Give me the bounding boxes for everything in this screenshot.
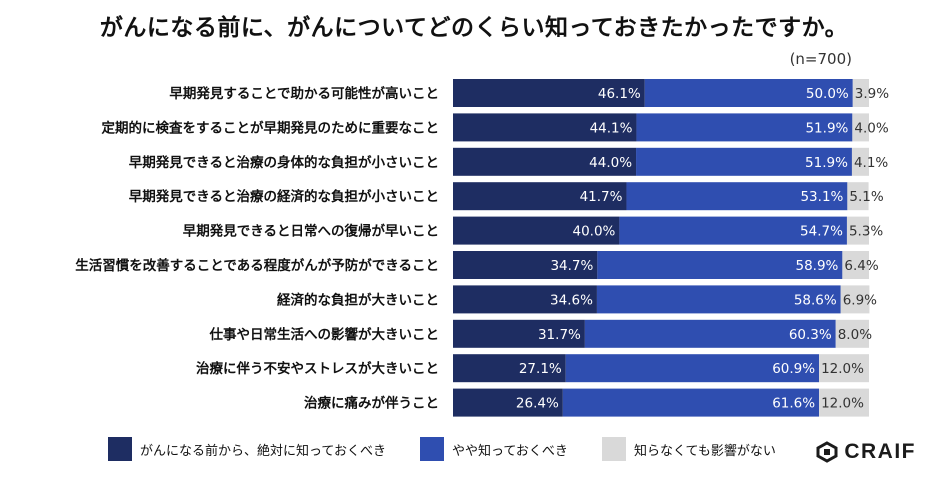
craif-logo-text: CRAIF [844,440,916,463]
data-label-series-1: 58.9% [795,258,838,274]
bar-segment-series-0 [453,388,563,417]
data-label-series-2: 12.0% [821,396,864,412]
data-label-series-2: 3.9% [855,86,889,102]
category-label: 早期発見することで助かる可能性が高いこと [169,85,439,102]
data-label-series-2: 5.3% [849,224,883,240]
chart-title: がんになる前に、がんについてどのくらい知っておきたかったですか。 [99,15,849,41]
bar-segment-series-2 [835,319,869,348]
bar-segment-series-0 [453,251,598,279]
bar-segment-series-1 [636,113,853,142]
category-label: 早期発見できると日常への復帰が早いこと [183,223,439,240]
bar-segment-series-1 [644,79,853,107]
data-label-series-2: 6.4% [844,258,878,274]
data-label-series-2: 4.0% [854,120,888,136]
bar-segment-series-2 [847,182,869,211]
legend-item-somewhat-know: やや知っておくべき [419,437,568,461]
legend-label-must-know: がんになる前から、絶対に知っておくべき [140,443,386,459]
data-label-series-0: 40.0% [573,224,616,240]
bar-segment-series-2 [852,79,869,107]
bar-segment-series-0 [453,285,597,314]
bar-segment-series-2 [840,285,870,314]
legend-item-no-impact: 知らなくても影響がない [601,437,776,461]
category-label: 早期発見できると治療の経済的な負担が小さいこと [129,188,439,205]
data-label-series-1: 60.3% [789,327,832,343]
data-label-series-0: 31.7% [538,327,581,343]
craif-logo-icon [816,441,838,463]
bar-segment-series-1 [626,182,848,211]
data-label-series-0: 26.4% [516,396,559,412]
data-label-series-1: 51.9% [805,155,848,171]
bar-segment-series-1 [597,251,843,279]
bar-segment-series-1 [636,147,852,176]
bar-segment-series-2 [819,388,869,417]
stacked-bar-chart: 早期発見することで助かる可能性が高いこと 46.1% 50.0% 3.9% 定期的に検査… [75,79,889,417]
category-label: 定期的に検査をすることが早期発見のために重要なこと [102,119,440,136]
data-label-series-2: 12.0% [821,361,864,377]
legend-label-no-impact: 知らなくても影響がない [633,443,776,459]
data-label-series-1: 54.7% [800,224,843,240]
data-label-series-1: 58.6% [794,292,837,308]
category-label: 治療に痛みが伴うこと [304,395,439,412]
category-label: 生活習慣を改善することである程度がんが予防ができること [75,257,439,274]
data-label-series-1: 61.6% [772,396,815,412]
bar-segment-series-1 [596,285,841,314]
data-label-series-0: 46.1% [598,86,641,102]
legend-swatch-must-know [108,437,132,461]
bar-segment-series-0 [453,147,637,176]
data-label-series-0: 41.7% [580,189,623,205]
bar-segment-series-2 [819,354,869,383]
bar-segment-series-2 [851,147,869,176]
category-label: 経済的な負担が大きいこと [277,291,439,308]
bar-segment-series-0 [453,79,645,107]
bar-segment-series-2 [842,251,869,279]
bar-segment-series-1 [584,319,836,348]
legend-label-somewhat-know: やや知っておくべき [451,443,568,459]
data-label-series-2: 6.9% [843,292,877,308]
legend-swatch-somewhat-know [419,437,444,461]
bar-segment-series-1 [619,216,847,245]
data-label-series-0: 44.1% [590,120,633,136]
data-label-series-0: 44.0% [589,155,632,171]
bar-segment-series-2 [852,113,869,142]
bar-segment-series-2 [846,216,869,245]
bar-segment-series-1 [565,354,820,383]
bar-segment-series-0 [453,182,627,211]
data-label-series-2: 5.1% [849,189,883,205]
data-label-series-1: 53.1% [800,189,843,205]
bar-segment-series-1 [562,388,820,417]
data-label-series-2: 4.1% [854,155,888,171]
legend: がんになる前から、絶対に知っておくべき やや知っておくべき 知らなくても影響がな… [108,436,810,462]
data-label-series-0: 27.1% [519,361,562,377]
bar-segment-series-0 [453,319,585,348]
data-label-series-1: 50.0% [806,86,849,102]
bar-segment-series-0 [453,216,620,245]
data-label-series-0: 34.6% [550,292,593,308]
legend-item-must-know: がんになる前から、絶対に知っておくべき [108,437,386,461]
category-label: 仕事や日常生活への影響が大きいこと [209,326,440,343]
sample-size: (n=700) [789,50,852,68]
data-label-series-0: 34.7% [550,258,593,274]
bar-segment-series-0 [453,113,637,142]
craif-logo: CRAIF [816,440,916,464]
data-label-series-1: 51.9% [805,120,848,136]
category-label: 治療に伴う不安やストレスが大きいこと [196,360,439,377]
data-label-series-1: 60.9% [772,361,815,377]
category-label: 早期発見できると治療の身体的な負担が小さいこと [129,154,439,171]
bar-segment-series-0 [453,354,566,383]
data-label-series-2: 8.0% [838,327,872,343]
legend-swatch-no-impact [601,437,626,461]
